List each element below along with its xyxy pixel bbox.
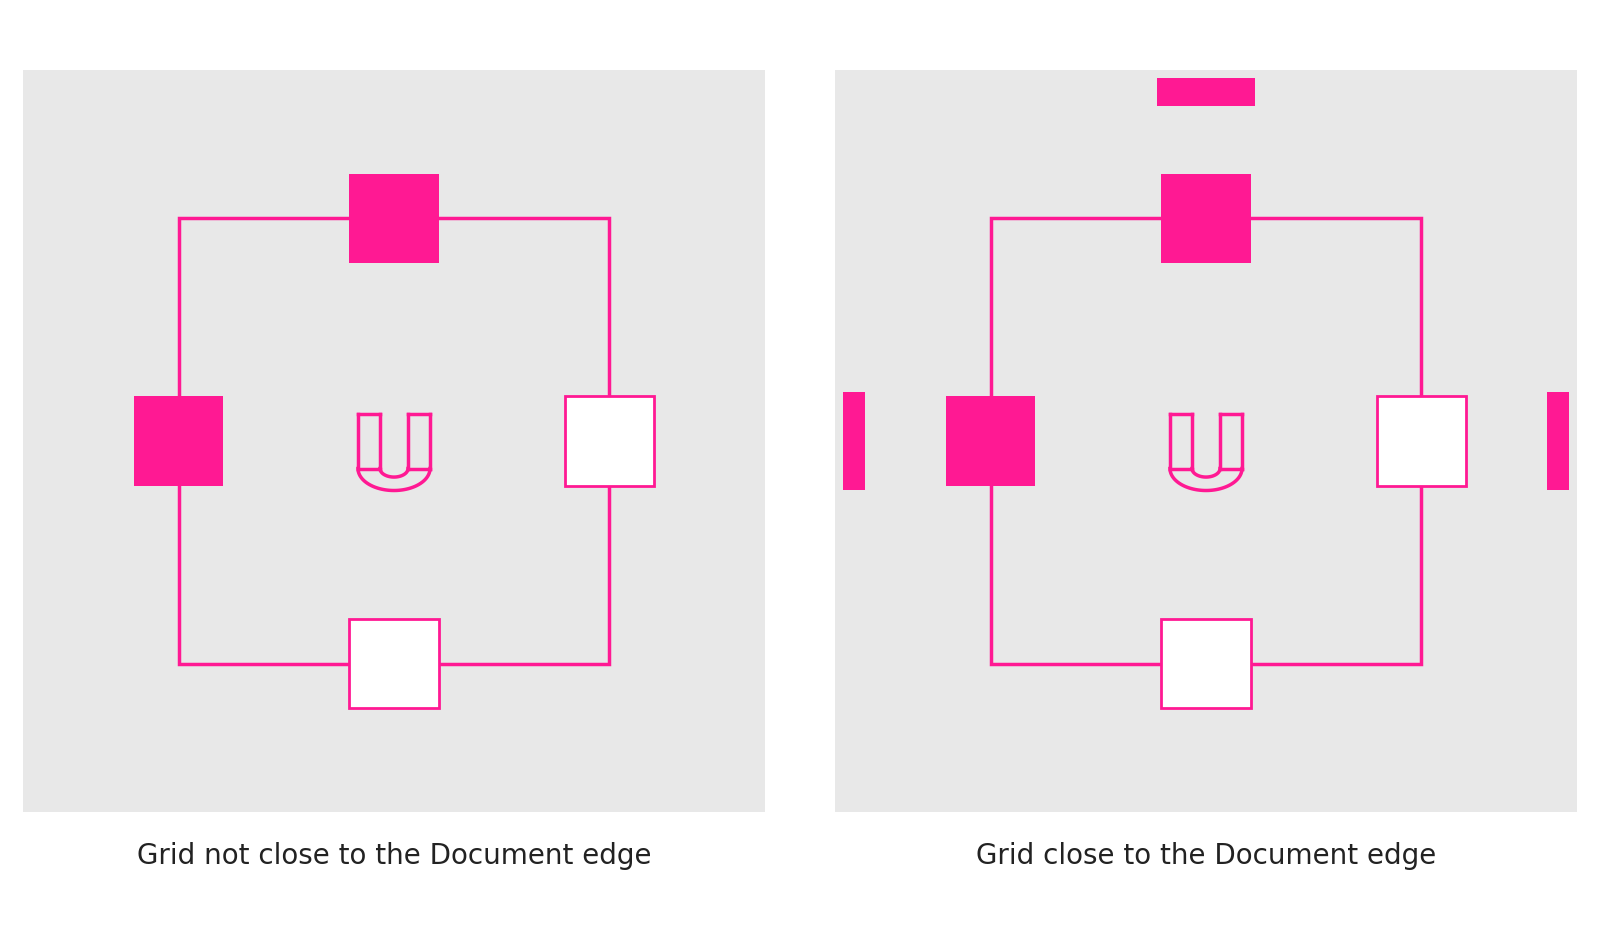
Bar — [946, 396, 1035, 486]
Bar — [1157, 78, 1254, 106]
Bar — [1162, 619, 1251, 708]
Bar — [835, 70, 1578, 812]
Bar — [179, 218, 610, 664]
Bar — [22, 70, 765, 812]
Bar — [1547, 392, 1570, 490]
Bar — [134, 396, 224, 486]
Text: Grid close to the Document edge: Grid close to the Document edge — [976, 842, 1437, 870]
Bar — [990, 218, 1421, 664]
Bar — [349, 174, 438, 263]
Bar — [349, 619, 438, 708]
Bar — [1162, 174, 1251, 263]
Bar — [565, 396, 654, 486]
Bar — [843, 392, 866, 490]
Bar — [1376, 396, 1466, 486]
Text: Grid not close to the Document edge: Grid not close to the Document edge — [136, 842, 651, 870]
